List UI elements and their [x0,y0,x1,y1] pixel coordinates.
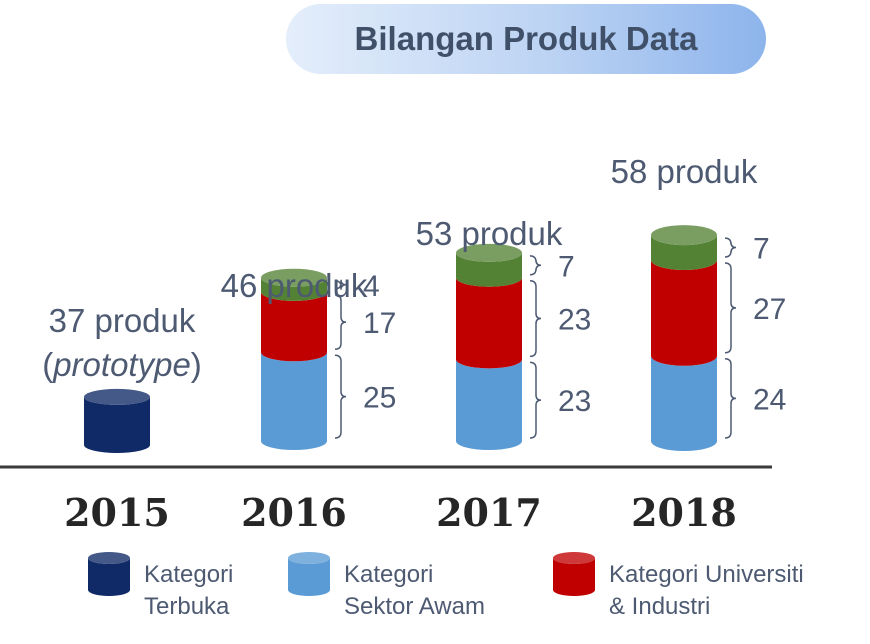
title-banner [286,4,766,74]
brace-2016-green-segment [334,279,347,290]
legend-swatch-2 [288,558,330,596]
total-label-2016: 46 produk [221,267,368,304]
data-label-2018-universiti-industri: 27 [753,293,786,326]
data-label-2016-sektor-awam: 25 [363,382,396,415]
total-label-2015: 37 produk [49,302,196,339]
tick-label-2017: 2017 [436,490,542,535]
chart-title: Bilangan Produk Data [354,20,698,57]
data-label-2018-sektor-awam: 24 [753,383,786,416]
legend-swatch-top-2 [288,552,330,564]
brace-2018-green-segment [724,237,737,258]
bar-segment-2017-sektor-awam [456,359,522,450]
data-label-2018-green-segment: 7 [753,233,770,266]
bar-top-2018 [651,225,717,246]
bar-segment-2018-universiti-industri [651,259,717,366]
brace-2018-sektor-awam [724,358,737,439]
bar-segment-2018-green-segment [651,235,717,270]
brace-2017-green-segment [529,255,542,276]
legend-label-1-line2: Terbuka [144,593,230,620]
bar-top-2017 [456,243,522,262]
bar-segment-2018-sektor-awam [651,355,717,451]
brace-2016-sektor-awam [334,354,347,439]
total-note-2015: (prototype) [42,346,202,383]
legend-swatch-3 [553,558,595,596]
data-label-2017-sektor-awam: 23 [558,385,591,418]
legend-label-2-line2: Sektor Awam [344,593,485,620]
bar-segment-2017-universiti-industri [456,277,522,369]
tick-label-2018: 2018 [631,490,737,535]
tick-label-2015: 2015 [64,490,170,535]
legend-swatch-top-1 [88,552,130,564]
legend-label-2-line1: Kategori [344,561,433,588]
bar-segment-2016-sektor-awam [261,352,327,450]
bar-top-2016 [261,268,327,287]
bar-segment-2017-green-segment [456,252,522,287]
legend-swatch-1 [88,558,130,596]
data-label-2016-green-segment: 4 [363,270,380,303]
brace-2017-universiti-industri [529,279,542,358]
brace-2018-universiti-industri [724,262,737,354]
total-label-2018: 58 produk [611,153,758,190]
legend-swatch-top-3 [553,552,595,564]
bar-segment-2016-universiti-industri [261,291,327,362]
legend-label-1-line1: Kategori [144,561,233,588]
brace-2017-sektor-awam [529,361,542,439]
bar-segment-2015-terbuka [84,396,150,453]
data-label-2017-universiti-industri: 23 [558,304,591,337]
data-label-2017-green-segment: 7 [558,250,575,283]
legend-label-3-line2: & Industri [609,593,710,620]
bar-segment-2016-green-segment [261,277,327,301]
legend-label-3-line1: Kategori Universiti [609,561,804,588]
bar-top-2015 [84,388,150,405]
tick-label-2016: 2016 [241,490,347,535]
brace-2016-universiti-industri [334,294,347,350]
data-label-2016-universiti-industri: 17 [363,307,396,340]
total-label-2017: 53 produk [416,215,563,252]
